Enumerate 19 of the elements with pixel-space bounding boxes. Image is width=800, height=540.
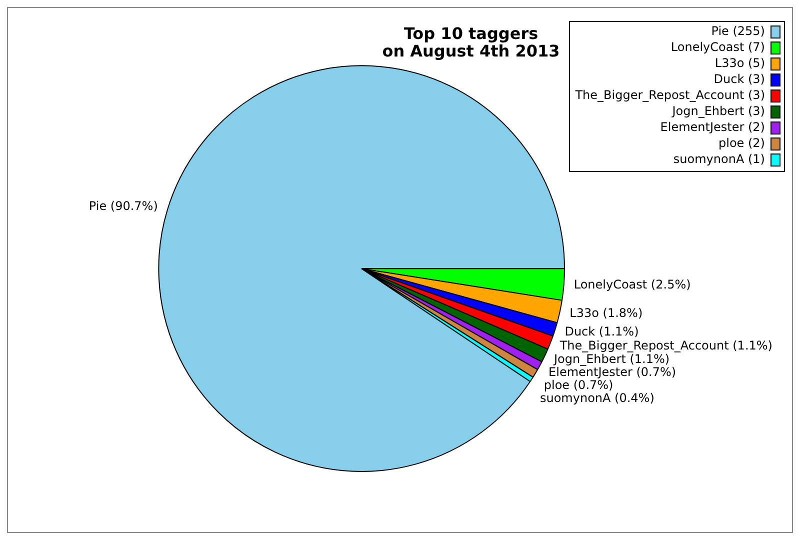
legend-label: ploe (2) (718, 136, 765, 150)
legend-label: LonelyCoast (7) (670, 40, 765, 54)
legend-label: suomynonA (1) (673, 152, 765, 166)
data-label: suomynonA (0.4%) (540, 390, 654, 405)
legend-label: Pie (255) (711, 24, 765, 38)
data-label: Pie (90.7%) (88, 198, 158, 213)
legend-label: L33o (5) (714, 56, 765, 70)
data-label: LonelyCoast (2.5%) (574, 277, 691, 292)
legend-label: Jogn_Ehbert (3) (671, 104, 765, 118)
text: Top 10 taggers on August 4th 2013 (382, 24, 560, 61)
data-label: ploe (0.7%) (544, 378, 614, 392)
data-label: The_Bigger_Repost_Account (1.1%) (558, 338, 772, 352)
data-label: L33o (1.8%) (570, 306, 643, 320)
data-label: ElementJester (0.7%) (548, 364, 676, 379)
legend-label: The_Bigger_Repost_Account (3) (574, 88, 765, 102)
data-label: Duck (1.1%) (564, 324, 639, 339)
legend-label: ElementJester (2) (660, 120, 765, 134)
legend-label: Duck (3) (714, 72, 765, 86)
data-label: Jogn_Ehbert (1.1%) (552, 352, 670, 366)
